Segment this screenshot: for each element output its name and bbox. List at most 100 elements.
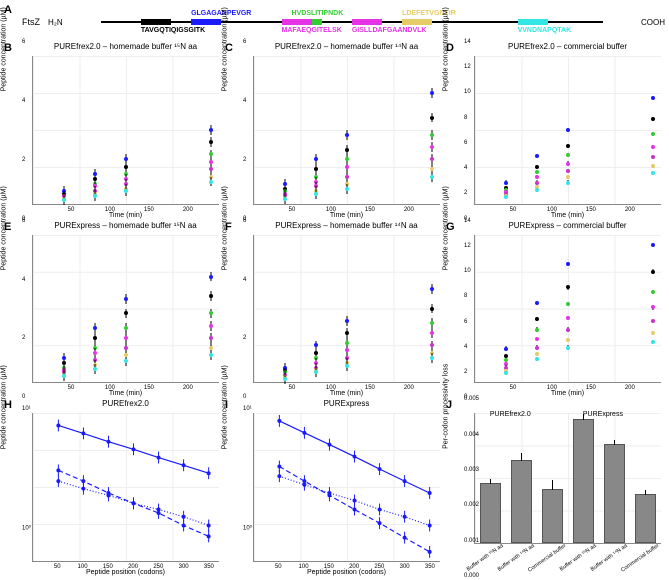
y-tick: 14 — [464, 39, 471, 45]
x-tick: 50 — [289, 385, 296, 391]
data-point — [314, 167, 318, 171]
peptide-segment — [282, 19, 312, 25]
data-point — [345, 148, 349, 152]
data-point — [504, 347, 508, 351]
x-tick: 200 — [404, 385, 414, 391]
y-axis-label: Peptide concentration (µM) — [1, 186, 8, 270]
data-point — [209, 294, 213, 298]
data-point — [314, 192, 318, 196]
peptide-segment — [402, 19, 432, 25]
x-tick: 100 — [105, 385, 115, 391]
data-point — [62, 198, 66, 202]
data-point — [535, 328, 539, 332]
data-point — [504, 371, 508, 375]
data-point — [535, 337, 539, 341]
y-tick: 12 — [464, 243, 471, 249]
data-point — [651, 145, 655, 149]
y-tick: 0.005 — [464, 396, 479, 402]
x-tick: 150 — [365, 207, 375, 213]
x-tick: 200 — [349, 564, 359, 570]
data-point — [124, 189, 128, 193]
x-axis-label: Peptide position (codons) — [32, 569, 219, 576]
y-tick: 2 — [243, 157, 246, 163]
x-tick: 150 — [586, 207, 596, 213]
y-tick: 10⁰ — [243, 525, 252, 532]
x-axis-label: Time (min) — [253, 390, 440, 397]
bar — [604, 444, 626, 543]
data-point — [283, 197, 287, 201]
data-point — [566, 175, 570, 179]
bar — [480, 483, 502, 543]
chart-area — [253, 56, 440, 205]
y-tick: 10¹ — [243, 406, 252, 412]
x-tick: 200 — [183, 207, 193, 213]
y-tick: 6 — [243, 39, 246, 45]
y-tick: 10¹ — [22, 406, 31, 412]
y-tick: 4 — [243, 98, 246, 104]
data-point — [535, 165, 539, 169]
y-axis-label: Peptide concentration (µM) — [443, 8, 450, 92]
error-bar — [490, 479, 491, 484]
error-bar — [614, 440, 615, 445]
fit-line — [279, 421, 429, 493]
panel-h: H PUREfrex2.0 Peptide concentration (µM)… — [4, 399, 223, 576]
panel-e: E PURExpress – homemade buffer ¹⁵N aa Pe… — [4, 221, 223, 398]
chart-area — [253, 235, 440, 384]
data-point — [566, 162, 570, 166]
panel-d: D PUREfrex2.0 – commercial buffer Peptid… — [446, 42, 665, 219]
bar — [511, 460, 533, 543]
chart-area — [32, 413, 219, 562]
data-point — [345, 331, 349, 335]
data-point — [314, 343, 318, 347]
peptide-label: HVDSLITIPNDK — [292, 10, 344, 17]
data-point — [566, 153, 570, 157]
data-point — [209, 346, 213, 350]
figure-grid: A FtsZ H₂N TAVGQTIQIGSGITKGLGAGANPEVGRHV… — [4, 4, 665, 576]
y-tick: 2 — [22, 157, 25, 163]
data-point — [535, 317, 539, 321]
y-tick: 0.001 — [464, 538, 479, 544]
y-tick: 14 — [464, 218, 471, 224]
x-tick: 150 — [324, 564, 334, 570]
peptide-segment — [141, 19, 171, 25]
x-tick: 50 — [275, 564, 282, 570]
data-point — [314, 370, 318, 374]
data-point — [345, 175, 349, 179]
data-point — [566, 302, 570, 306]
error-bar — [552, 480, 553, 490]
x-tick: 100 — [105, 207, 115, 213]
chart-area — [32, 235, 219, 384]
x-tick: 350 — [204, 564, 214, 570]
y-tick: 8 — [464, 293, 467, 299]
data-point — [124, 336, 128, 340]
y-tick: 4 — [22, 277, 25, 283]
data-point — [651, 331, 655, 335]
x-tick: 100 — [326, 207, 336, 213]
line-svg — [33, 413, 219, 561]
data-point — [62, 374, 66, 378]
chart-area: PUREfrex2.0PURExpressBuffer with ¹⁵N aaB… — [474, 413, 661, 544]
data-point — [566, 285, 570, 289]
data-point — [345, 187, 349, 191]
data-point — [93, 351, 97, 355]
peptide-label: TAVGQTIQIGSGITK — [141, 27, 205, 34]
data-point — [651, 340, 655, 344]
x-axis-label: Time (min) — [32, 212, 219, 219]
data-point — [62, 356, 66, 360]
data-point — [283, 182, 287, 186]
data-point — [209, 152, 213, 156]
y-tick: 6 — [22, 218, 25, 224]
y-tick: 10 — [464, 268, 471, 274]
data-point — [430, 145, 434, 149]
chart-area — [474, 56, 661, 205]
x-tick: 50 — [68, 207, 75, 213]
data-point — [124, 359, 128, 363]
y-tick: 2 — [243, 335, 246, 341]
x-tick: 200 — [128, 564, 138, 570]
data-point — [345, 133, 349, 137]
x-tick: 300 — [179, 564, 189, 570]
panel-c: C PUREfrex2.0 – homemade buffer ¹⁴N aa P… — [225, 42, 444, 219]
peptide-label: MAFAEQGITELSK — [282, 27, 342, 34]
data-point — [93, 172, 97, 176]
y-tick: 0.000 — [464, 573, 479, 579]
